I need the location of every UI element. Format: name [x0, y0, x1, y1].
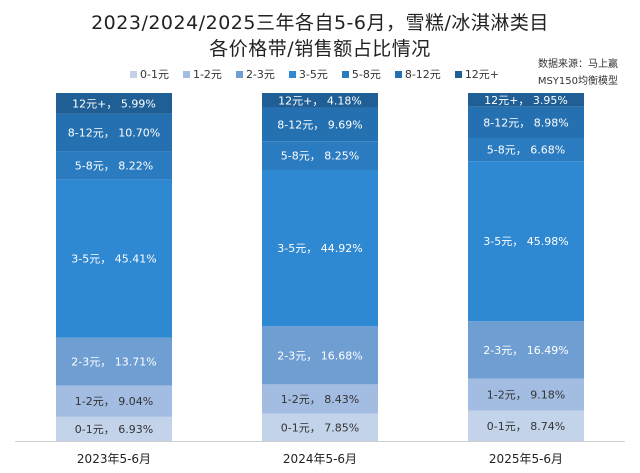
bar-segment: [56, 93, 172, 114]
legend-item: 3-5元: [288, 66, 328, 82]
legend-label: 2-3元: [245, 68, 275, 81]
x-tick-label: 2024年5-6月: [283, 452, 357, 466]
bar-segment: [468, 137, 584, 162]
legend-label: 1-2元: [192, 68, 222, 81]
legend-label: 12元+: [464, 68, 500, 81]
data-label: 12元+， 5.99%: [72, 97, 156, 110]
bar-segment: [262, 93, 378, 108]
data-label: 8-12元， 8.98%: [483, 116, 568, 129]
x-tick-label: 2025年5-6月: [489, 452, 563, 466]
source-line-2: MSY150均衡模型: [537, 76, 618, 87]
bar-segment: [468, 378, 584, 411]
data-label: 1-2元， 9.18%: [487, 389, 565, 402]
legend-label: 3-5元: [298, 68, 328, 81]
bar-segment: [262, 107, 378, 142]
bar-segment: [262, 413, 378, 441]
data-label: 1-2元， 9.04%: [75, 395, 153, 408]
data-label: 0-1元， 7.85%: [281, 421, 359, 434]
legend-item: 2-3元: [235, 66, 275, 82]
data-label: 2-3元， 16.49%: [483, 344, 568, 357]
data-label: 8-12元， 10.70%: [68, 126, 160, 139]
chart-title: 2023/2024/2025三年各自5-6月，雪糕/冰淇淋类目: [91, 12, 549, 34]
legend-item: 1-2元: [182, 66, 222, 82]
legend-item: 5-8元: [341, 66, 381, 82]
legend-swatch: [130, 70, 137, 78]
bar-segment: [56, 416, 172, 441]
legend-item: 0-1元: [130, 66, 169, 82]
data-label: 5-8元， 6.68%: [487, 144, 565, 157]
legend-swatch: [454, 70, 462, 78]
data-label: 0-1元， 8.74%: [487, 420, 565, 433]
bar-segment: [262, 326, 378, 385]
legend-item: 8-12元: [394, 66, 441, 82]
x-tick-label: 2023年5-6月: [77, 452, 151, 466]
bar-segment: [468, 93, 584, 107]
data-label: 12元+， 4.18%: [278, 94, 362, 107]
data-label: 3-5元， 44.92%: [277, 242, 362, 255]
bar-segment: [56, 179, 172, 338]
data-label: 12元+， 3.95%: [484, 94, 568, 107]
data-label: 0-1元， 6.93%: [75, 423, 153, 436]
bar-segment: [468, 106, 584, 138]
bar-segment: [262, 141, 378, 170]
bar-segment: [468, 410, 584, 441]
data-label: 5-8元， 8.25%: [281, 150, 359, 163]
data-label: 3-5元， 45.98%: [483, 235, 568, 248]
legend-swatch: [394, 70, 402, 78]
chart-subtitle: 各价格带/销售额占比情况: [209, 38, 431, 60]
bar-segment: [56, 337, 172, 386]
data-label: 2-3元， 13.71%: [71, 356, 156, 369]
source-line-1: 数据来源：马上赢: [538, 59, 618, 70]
legend-item: 12元+: [454, 66, 500, 82]
data-label: 1-2元， 8.43%: [281, 393, 359, 406]
bar-segment: [262, 169, 378, 327]
legend-label: 5-8元: [351, 68, 381, 81]
bar-segment: [56, 113, 172, 152]
legend-label: 8-12元: [404, 68, 441, 81]
data-label: 5-8元， 8.22%: [75, 159, 153, 172]
data-label: 8-12元， 9.69%: [277, 118, 362, 131]
legend-label: 0-1元: [140, 68, 169, 81]
data-label: 2-3元， 16.68%: [277, 349, 362, 362]
bar-segment: [468, 161, 584, 322]
legend: 0-1元 1-2元 2-3元 3-5元 5-8元 8-12元 12元+: [130, 66, 499, 82]
legend-swatch: [288, 70, 296, 78]
bar-segment: [56, 151, 172, 180]
bar-segment: [468, 321, 584, 379]
legend-swatch: [235, 70, 243, 78]
data-label: 3-5元， 45.41%: [71, 253, 156, 266]
legend-swatch: [341, 70, 349, 78]
bar-segment: [56, 385, 172, 417]
legend-swatch: [182, 70, 190, 78]
bar-segment: [262, 384, 378, 414]
